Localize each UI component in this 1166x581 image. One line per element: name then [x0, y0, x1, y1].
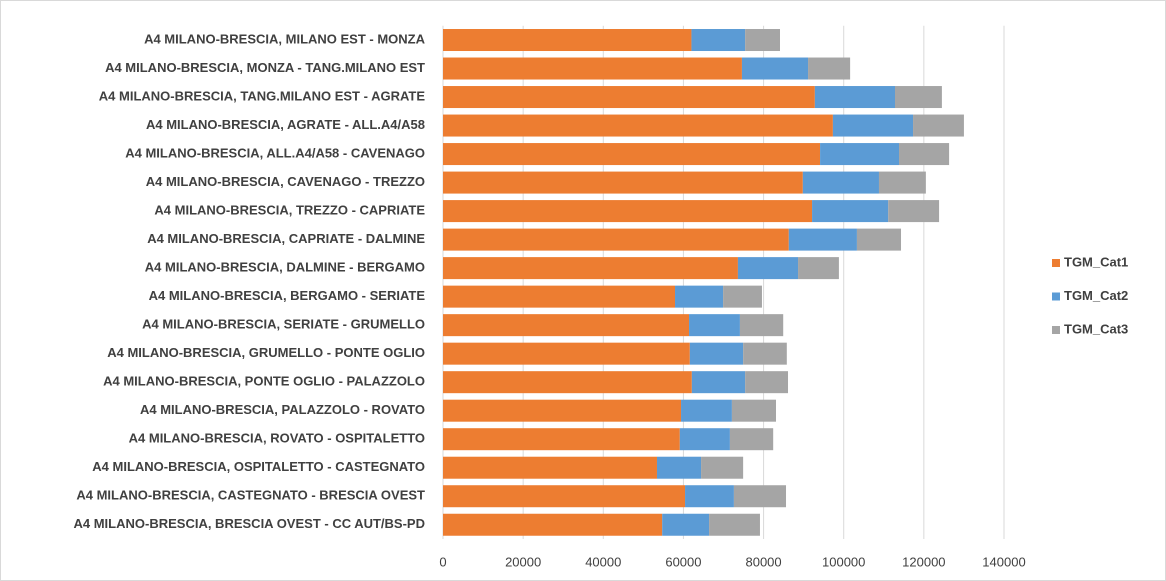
bar-segment — [685, 485, 734, 508]
bar-segment — [443, 57, 742, 80]
y-tick-label: A4 MILANO-BRESCIA, TREZZO - CAPRIATE — [154, 203, 425, 218]
bar-segment — [443, 399, 682, 422]
y-tick-label: A4 MILANO-BRESCIA, DALMINE - BERGAMO — [145, 260, 425, 275]
bar-segment — [913, 114, 964, 137]
bar-segment — [443, 86, 815, 109]
y-tick-label: A4 MILANO-BRESCIA, CASTEGNATO - BRESCIA … — [76, 488, 425, 503]
bar-segment — [709, 513, 760, 536]
bar-segment — [443, 485, 686, 508]
bar-segment — [689, 342, 744, 365]
bar-segment — [443, 257, 738, 280]
y-tick-label: A4 MILANO-BRESCIA, PONTE OGLIO - PALAZZO… — [103, 374, 425, 389]
x-tick-label: 140000 — [982, 554, 1025, 569]
bar-segment — [443, 143, 821, 166]
bar-segment — [832, 114, 914, 137]
bar-segment — [443, 200, 813, 223]
bar-segment — [443, 428, 680, 451]
bar-segment — [656, 456, 702, 479]
bar-segment — [739, 314, 784, 337]
bar-segment — [729, 428, 774, 451]
bar-segment — [681, 399, 732, 422]
x-tick-label: 100000 — [822, 554, 865, 569]
legend-swatch — [1052, 326, 1060, 334]
y-tick-label: A4 MILANO-BRESCIA, CAVENAGO - TREZZO — [146, 174, 425, 189]
bar-segment — [443, 228, 789, 251]
legend-swatch — [1052, 259, 1060, 267]
bar-segment — [798, 257, 839, 280]
y-tick-label: A4 MILANO-BRESCIA, BERGAMO - SERIATE — [149, 288, 426, 303]
bar-segment — [745, 29, 781, 52]
x-tick-label: 120000 — [902, 554, 945, 569]
y-tick-label: A4 MILANO-BRESCIA, GRUMELLO - PONTE OGLI… — [107, 345, 425, 360]
legend-label: TGM_Cat3 — [1064, 321, 1128, 336]
bar-segment — [745, 371, 789, 394]
bar-segment — [888, 200, 940, 223]
bar-segment — [737, 257, 799, 280]
bar-segment — [856, 228, 902, 251]
y-tick-label: A4 MILANO-BRESCIA, ROVATO - OSPITALETTO — [129, 431, 425, 446]
x-tick-label: 80000 — [745, 554, 781, 569]
bar-segment — [741, 57, 809, 80]
bar-segment — [443, 456, 657, 479]
legend-label: TGM_Cat2 — [1064, 288, 1128, 303]
bar-segment — [802, 171, 879, 194]
y-tick-label: A4 MILANO-BRESCIA, ALL.A4/A58 - CAVENAGO — [125, 146, 425, 161]
x-tick-label: 0 — [439, 554, 446, 569]
bar-segment — [733, 485, 787, 508]
bar-segment — [691, 29, 746, 52]
bar-segment — [689, 314, 740, 337]
bar-segment — [675, 285, 724, 308]
y-tick-label: A4 MILANO-BRESCIA, PALAZZOLO - ROVATO — [140, 402, 425, 417]
bar-segment — [899, 143, 950, 166]
bar-segment — [662, 513, 710, 536]
bar-segment — [814, 86, 896, 109]
legend-label: TGM_Cat1 — [1064, 254, 1128, 269]
y-tick-label: A4 MILANO-BRESCIA, BRESCIA OVEST - CC AU… — [74, 516, 426, 531]
bar-segment — [895, 86, 942, 109]
bar-segment — [788, 228, 857, 251]
y-tick-label: A4 MILANO-BRESCIA, CAPRIATE - DALMINE — [147, 231, 425, 246]
bar-segment — [443, 371, 692, 394]
bar-segment — [679, 428, 730, 451]
y-tick-label: A4 MILANO-BRESCIA, AGRATE - ALL.A4/A58 — [146, 117, 425, 132]
bar-segment — [723, 285, 762, 308]
bar-segment — [701, 456, 744, 479]
bar-segment — [743, 342, 787, 365]
y-tick-label: A4 MILANO-BRESCIA, SERIATE - GRUMELLO — [142, 317, 425, 332]
x-tick-label: 40000 — [585, 554, 621, 569]
bar-segment — [443, 285, 676, 308]
x-tick-label: 60000 — [665, 554, 701, 569]
y-tick-label: A4 MILANO-BRESCIA, MILANO EST - MONZA — [144, 31, 426, 46]
bar-segment — [808, 57, 851, 80]
legend-swatch — [1052, 292, 1060, 301]
y-tick-label: A4 MILANO-BRESCIA, OSPITALETTO - CASTEGN… — [92, 459, 425, 474]
bar-segment — [443, 314, 690, 337]
bar-segment — [443, 29, 692, 52]
y-tick-label: A4 MILANO-BRESCIA, MONZA - TANG.MILANO E… — [105, 60, 425, 75]
bar-segment — [443, 342, 690, 365]
bar-segment — [443, 513, 663, 536]
x-tick-label: 20000 — [505, 554, 541, 569]
bar-segment — [812, 200, 889, 223]
y-tick-label: A4 MILANO-BRESCIA, TANG.MILANO EST - AGR… — [99, 88, 426, 103]
bar-segment — [820, 143, 900, 166]
bar-segment — [731, 399, 776, 422]
bar-segment — [691, 371, 746, 394]
bar-segment — [878, 171, 926, 194]
bar-segment — [443, 114, 833, 137]
bar-segment — [443, 171, 803, 194]
